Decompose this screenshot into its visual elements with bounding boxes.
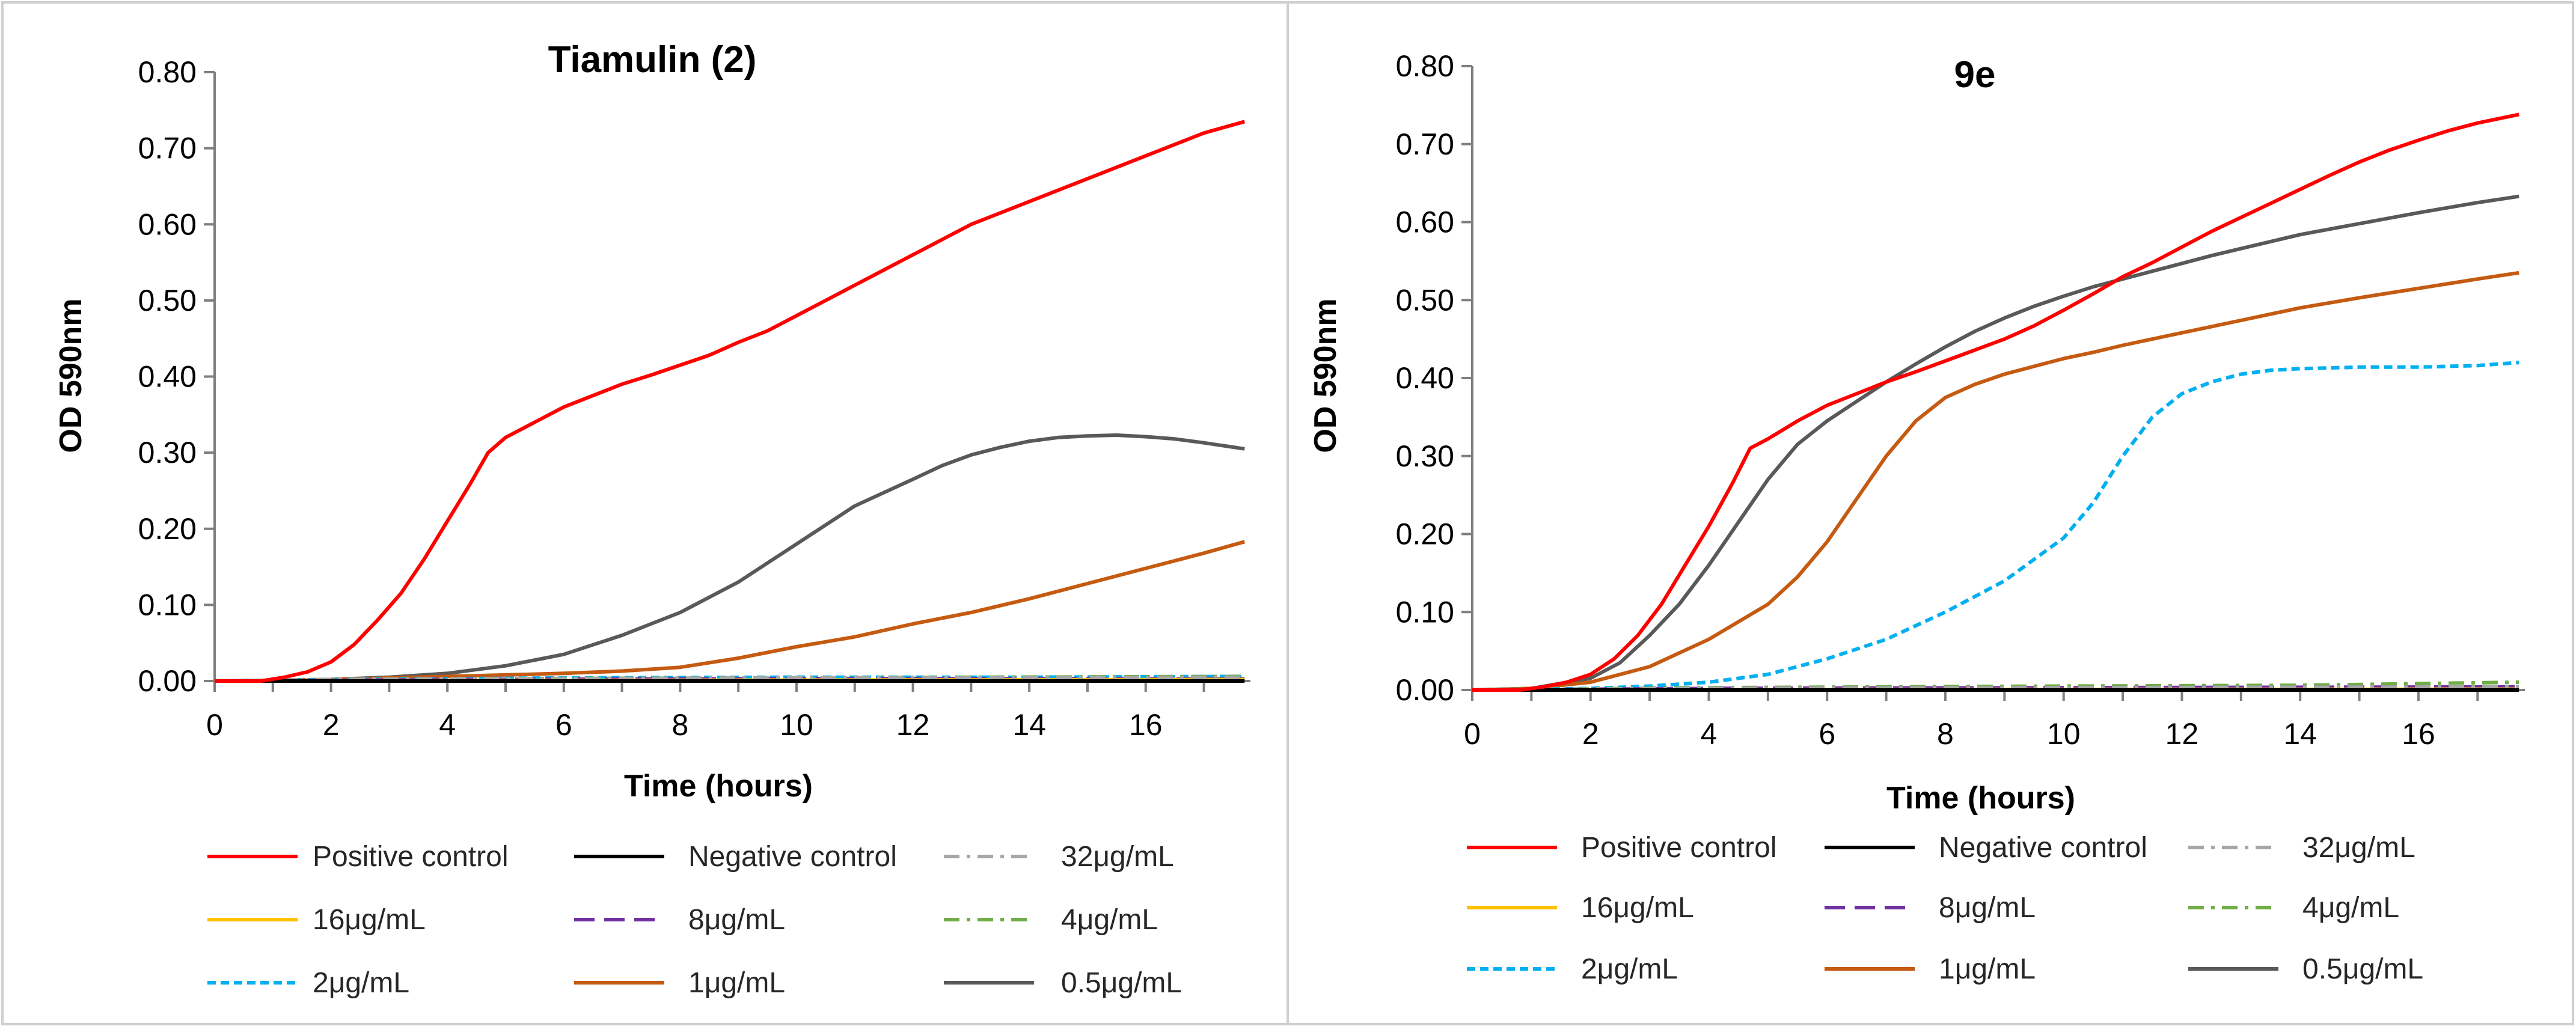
chart2-legend-label: Negative control (1939, 832, 2147, 864)
chart2-legend-label: 8μg/mL (1939, 892, 2036, 924)
chart2-x-tick-label: 16 (2402, 717, 2435, 751)
chart1-x-tick-label: 10 (780, 708, 813, 742)
chart1-legend-label: 16μg/mL (313, 904, 426, 936)
chart1-legend-label: 0.5μg/mL (1061, 967, 1182, 999)
chart2-x-tick-label: 4 (1701, 717, 1718, 751)
chart2-series-line-32-g-ml (1472, 685, 2519, 692)
chart1-x-tick-label: 4 (439, 708, 456, 742)
chart2-x-tick-label: 6 (1819, 717, 1835, 751)
chart2-y-axis-title: OD 590nm (1308, 298, 1343, 453)
chart2-x-tick-label: 12 (2165, 717, 2199, 751)
chart1-title: Tiamulin (2) (548, 39, 757, 81)
chart2-y-tick-label: 0.60 (1396, 206, 1454, 239)
chart1-legend-label: 4μg/mL (1061, 904, 1158, 936)
chart2-legend-label: 32μg/mL (2302, 832, 2415, 864)
chart1-y-tick-label: 0.40 (138, 360, 197, 394)
chart1-legend-label: Positive control (313, 841, 508, 873)
chart2-series-line-2-g-ml (1472, 361, 2519, 692)
chart2-y-tick-label: 0.10 (1396, 595, 1454, 629)
chart2-x-tick-label: 0 (1464, 717, 1481, 751)
chart1-legend-label: 1μg/mL (688, 967, 785, 999)
chart1-y-tick-label: 0.00 (138, 664, 197, 698)
chart2-legend-label: Positive control (1581, 832, 1776, 864)
chart1-x-tick-label: 16 (1129, 708, 1163, 742)
chart1-x-tick-label: 2 (323, 708, 340, 742)
chart2-legend-label: 0.5μg/mL (2302, 953, 2423, 985)
chart1-y-tick-label: 0.70 (138, 132, 197, 165)
chart2-y-tick-label: 0.50 (1396, 283, 1454, 317)
chart1-series-line-1-g-ml (214, 540, 1246, 683)
chart2-x-tick-label: 8 (1937, 717, 1954, 751)
chart2-y-tick-label: 0.70 (1396, 127, 1454, 161)
chart1-x-tick-label: 6 (555, 708, 572, 742)
chart2-y-tick-label: 0.80 (1396, 49, 1454, 83)
chart2-legend-label: 2μg/mL (1581, 953, 1678, 985)
chart1-series-line-0-5-g-ml (214, 433, 1245, 683)
chart2-series-line-0-5-g-ml (1472, 194, 2519, 692)
chart1-y-axis-title: OD 590nm (54, 298, 88, 453)
right-panel-frame (1286, 1, 2574, 1025)
chart-layer: 0.00 0.10 0.20 0.30 0.40 0.50 0.60 0.70 0.80 0 2 4 6… (54, 39, 2525, 999)
chart1-x-tick-label: 8 (672, 708, 688, 742)
chart1-x-tick-label: 12 (896, 708, 930, 742)
chart2-x-tick-label: 2 (1582, 717, 1599, 751)
chart1-x-axis-title: Time (hours) (624, 769, 813, 804)
chart1-y-tick-label: 0.60 (138, 207, 197, 241)
chart1-series-line-32-g-ml (214, 675, 1245, 683)
chart1-legend-label: 8μg/mL (688, 904, 785, 936)
chart2-y-tick-label: 0.40 (1396, 361, 1454, 395)
chart2-y-tick-label: 0.00 (1396, 673, 1454, 707)
chart2-x-axis-title: Time (hours) (1886, 781, 2075, 816)
chart1-legend-label: 32μg/mL (1061, 841, 1174, 873)
chart2-legend-label: 16μg/mL (1581, 892, 1694, 924)
left-panel-frame (1, 1, 1289, 1025)
chart1-y-tick-label: 0.10 (138, 588, 197, 621)
chart1-series-line-positive-control (215, 120, 1246, 683)
chart1-x-tick-label: 14 (1012, 708, 1046, 742)
chart1-y-tick-label: 0.20 (138, 512, 197, 546)
chart1-y-tick-label: 0.30 (138, 436, 197, 469)
chart1-legend-label: 2μg/mL (313, 967, 409, 999)
chart1-legend-label: Negative control (688, 841, 897, 873)
chart1-y-tick-label: 0.50 (138, 284, 197, 317)
chart2-legend-label: 1μg/mL (1939, 953, 2036, 985)
chart1-y-tick-label: 0.80 (138, 55, 197, 89)
chart2-series-line-positive-control (1472, 112, 2519, 692)
chart2-y-tick-label: 0.30 (1396, 439, 1454, 473)
chart1-x-tick-label: 0 (206, 708, 223, 742)
chart2-x-tick-label: 10 (2047, 717, 2081, 751)
chart2-series-line-1-g-ml (1472, 270, 2519, 692)
chart2-x-tick-label: 14 (2283, 717, 2317, 751)
chart2-title: 9e (1954, 54, 1996, 96)
chart2-legend-label: 4μg/mL (2302, 892, 2399, 924)
chart2-y-tick-label: 0.20 (1396, 518, 1454, 551)
